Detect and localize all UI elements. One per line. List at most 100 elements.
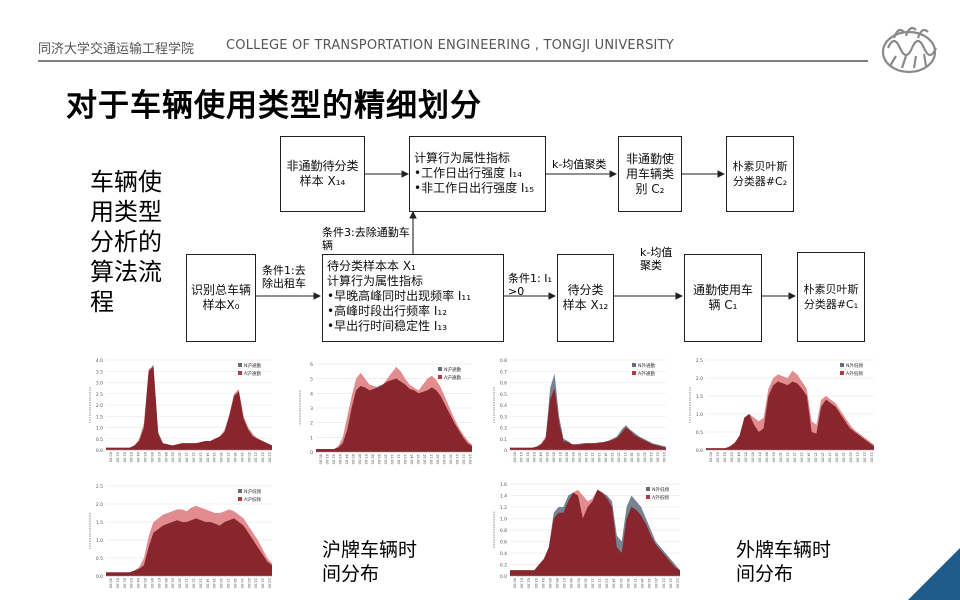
x-tick-label: 11:00 — [590, 578, 594, 589]
x-tick-label: 06:00 — [751, 452, 755, 463]
y-tick-label: 2 — [310, 421, 313, 427]
x-tick-label: 18:00 — [435, 454, 439, 465]
x-tick-label: 12:00 — [793, 452, 797, 463]
series-overlap-area — [706, 381, 874, 450]
x-tick-label: 09:00 — [576, 578, 580, 589]
x-tick-label: 19:00 — [240, 452, 244, 463]
side-label: 车辆使用类型分析的算法流程 — [90, 168, 162, 316]
x-tick-label: 19:00 — [842, 452, 846, 463]
y-tick-label: 1.6 — [500, 482, 507, 488]
bayes-bottom-box: 朴素贝叶斯分类器#C₁ — [797, 252, 865, 342]
legend-label: A沪通勤 — [244, 370, 261, 377]
identify-total-box: 识别总车辆样本X₀ — [186, 254, 256, 342]
legend-swatch — [632, 371, 636, 375]
x-tick-label: 04:00 — [136, 452, 140, 463]
y-tick-label: 3.5 — [96, 369, 103, 375]
x-tick-label: 12:00 — [191, 452, 195, 463]
x-tick-label: 23:00 — [662, 452, 666, 463]
x-tick-label: 21:00 — [649, 452, 653, 463]
noncommute-pending-box: 非通勤待分类样本 X₁₄ — [280, 136, 365, 212]
pending-main-line3: •早晚高峰同时出现频率 I₁₁ — [327, 289, 472, 303]
y-tick-label: 0.5 — [96, 556, 103, 562]
calc-top-line3: •非工作日出行强度 I₁₅ — [414, 181, 535, 195]
x-tick-label: 05:00 — [545, 452, 549, 463]
legend-swatch — [438, 375, 442, 379]
school-name-cn: 同济大学交通运输工程学院 — [38, 42, 195, 57]
x-tick-label: 06:00 — [150, 452, 154, 463]
x-tick-label: 15:00 — [814, 452, 818, 463]
x-tick-label: 04:00 — [136, 578, 140, 589]
x-tick-label: 01:00 — [115, 578, 119, 589]
x-tick-label: 08:00 — [564, 452, 568, 463]
y-tick-label: 0.8 — [500, 358, 507, 364]
pending-main-line4: •高峰时段出行频率 I₁₂ — [327, 304, 448, 318]
x-tick-label: 07:00 — [157, 578, 161, 589]
x-tick-label: 13:00 — [800, 452, 804, 463]
x-tick-label: 13:00 — [198, 452, 202, 463]
x-tick-label: 14:00 — [205, 452, 209, 463]
x-tick-label: 21:00 — [254, 452, 258, 463]
y-tick-label: 0.7 — [500, 369, 507, 375]
x-tick-label: 00:00 — [108, 452, 112, 463]
x-tick-label: 23:00 — [268, 452, 272, 463]
x-tick-label: 22:00 — [461, 454, 465, 465]
y-tick-label: 0 — [310, 450, 313, 456]
y-tick-label: 0.4 — [500, 551, 507, 557]
pending-sub-box: 待分类样本 X₁₂ — [557, 254, 614, 342]
x-tick-label: 02:00 — [331, 454, 335, 465]
series-overlap-area — [106, 518, 272, 576]
chart-hu-noncommute: 0 1 2 3 4 5 6 00:00 01:00 02:00 03:00 04:00 05:00 06:… — [292, 358, 476, 468]
series-overlap-area — [510, 489, 680, 576]
x-tick-label: 03:00 — [534, 578, 538, 589]
x-tick-label: 22:00 — [668, 578, 672, 589]
x-tick-label: 00:00 — [709, 452, 713, 463]
legend-label: N沪通勤 — [444, 366, 462, 373]
legend-label: N沪通勤 — [244, 362, 262, 369]
x-tick-label: 05:00 — [143, 578, 147, 589]
y-tick-label: 0.0 — [96, 574, 103, 580]
legend-swatch — [632, 363, 636, 367]
x-tick-label: 21:00 — [661, 578, 665, 589]
x-tick-label: 15:00 — [619, 578, 623, 589]
y-tick-label: 0.8 — [500, 528, 507, 534]
y-tick-label: 4 — [310, 391, 313, 397]
x-tick-label: 23:00 — [870, 452, 874, 463]
cond1-label: 条件1:去除出租车 — [262, 264, 306, 290]
y-tick-label: 0.4 — [500, 403, 507, 409]
y-tick-label: 1.5 — [96, 414, 103, 420]
chart-hu-commute: 0.0 0.5 1.0 1.5 2.0 2.5 3.0 3.5 4.0 00:00 01:00 02:… — [82, 354, 276, 466]
kmeans-bottom-label: k-均值聚类 — [640, 246, 673, 272]
x-tick-label: 00:00 — [108, 578, 112, 589]
x-tick-label: 09:00 — [171, 452, 175, 463]
bayes-top-box: 朴素贝叶斯分类器#C₂ — [726, 136, 794, 212]
legend-swatch — [646, 487, 650, 491]
kmeans-top-label: k-均值聚类 — [552, 158, 607, 171]
x-tick-label: 16:00 — [422, 454, 426, 465]
x-tick-label: 09:00 — [171, 578, 175, 589]
x-tick-label: 14:00 — [612, 578, 616, 589]
x-tick-label: 18:00 — [233, 578, 237, 589]
x-tick-label: 08:00 — [765, 452, 769, 463]
x-tick-label: 21:00 — [455, 454, 459, 465]
legend-label: A沪低频 — [244, 496, 261, 503]
x-tick-label: 03:00 — [338, 454, 342, 465]
y-tick-label: 0.3 — [500, 414, 507, 420]
caption-wai: 外牌车辆时间分布 — [736, 539, 832, 585]
x-tick-label: 14:00 — [807, 452, 811, 463]
x-tick-label: 17:00 — [226, 578, 230, 589]
x-tick-label: 01:00 — [519, 452, 523, 463]
x-tick-label: 13:00 — [198, 578, 202, 589]
legend-label: N外通勤 — [638, 362, 656, 369]
y-tick-label: 1.5 — [96, 520, 103, 526]
y-tick-label: 1.0 — [696, 412, 703, 418]
y-tick-label: 0.1 — [500, 437, 507, 443]
x-tick-label: 01:00 — [325, 454, 329, 465]
y-tick-label: 6 — [310, 362, 313, 368]
noncommute-type-box: 非通勤使用车辆类别 C₂ — [618, 136, 682, 212]
y-tick-label: 3 — [310, 406, 313, 412]
x-tick-label: 03:00 — [730, 452, 734, 463]
pending-main-box: 待分类样本本 X₁ 计算行为属性指标 •早晚高峰同时出现频率 I₁₁ •高峰时段… — [322, 254, 504, 342]
x-tick-label: 09:00 — [377, 454, 381, 465]
x-tick-label: 17:00 — [429, 454, 433, 465]
x-tick-label: 23:00 — [468, 454, 472, 465]
